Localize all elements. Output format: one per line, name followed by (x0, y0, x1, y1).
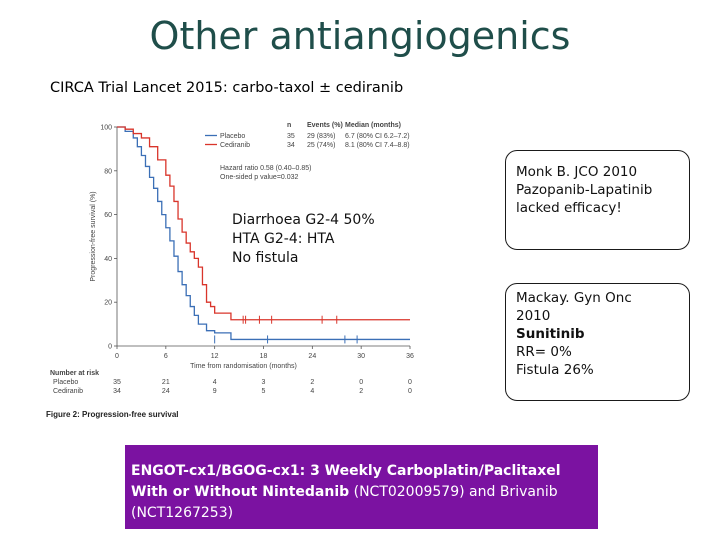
x-tick-label: 18 (260, 353, 268, 360)
number-at-risk-label: Number at risk (50, 370, 99, 377)
risk-row-label: Placebo (53, 379, 78, 386)
toxicity-line-1: Diarrhoea G2-4 50% (232, 212, 375, 228)
toxicity-line-3: No fistula (232, 250, 299, 266)
mackay-line-2: 2010 (516, 308, 551, 324)
y-tick-label: 20 (104, 300, 112, 307)
y-tick-label: 100 (100, 125, 112, 132)
legend-median: 8.1 (80% CI 7.4–8.8) (345, 142, 410, 149)
x-tick-label: 30 (357, 353, 365, 360)
p-value: One-sided p value=0.032 (220, 174, 299, 181)
slide-title: Other antiangiogenics (149, 14, 571, 58)
legend-label: Placebo (220, 133, 245, 140)
x-axis-label: Time from randomisation (months) (190, 363, 297, 370)
y-tick-label: 40 (104, 256, 112, 263)
toxicity-line-2: HTA G2-4: HTA (232, 231, 335, 247)
monk-callout: Monk B. JCO 2010 Pazopanib-Lapatinib lac… (505, 150, 690, 250)
y-tick-label: 60 (104, 212, 112, 219)
x-tick-label: 6 (164, 353, 168, 360)
engot-banner: ENGOT-cx1/BGOG-cx1: 3 Weekly Carboplatin… (125, 445, 598, 529)
risk-count: 0 (408, 379, 412, 386)
engot-banner-bold: ENGOT-cx1/BGOG-cx1: 3 Weekly Carboplatin… (131, 463, 561, 500)
risk-count: 21 (162, 379, 170, 386)
toxicity-note: Diarrhoea G2-4 50% HTA G2-4: HTA No fist… (232, 211, 375, 268)
x-tick-label: 12 (211, 353, 219, 360)
monk-line-2: Pazopanib-Lapatinib (516, 182, 653, 198)
legend-median: 6.7 (80% CI 6.2–7.2) (345, 133, 410, 140)
x-tick-label: 0 (115, 353, 119, 360)
risk-count: 3 (262, 379, 266, 386)
x-tick-label: 36 (406, 353, 414, 360)
slide-subtitle: CIRCA Trial Lancet 2015: carbo-taxol ± c… (50, 80, 404, 96)
risk-count: 9 (213, 388, 217, 395)
mackay-line-5: Fistula 26% (516, 362, 594, 378)
risk-count: 4 (310, 388, 314, 395)
risk-count: 2 (310, 379, 314, 386)
legend-n: 34 (287, 142, 295, 149)
risk-row-label: Cediranib (53, 388, 83, 395)
hazard-ratio: Hazard ratio 0.58 (0.40–0.85) (220, 165, 311, 172)
legend-label: Cediranib (220, 142, 250, 149)
legend-header: Events (%) (307, 122, 343, 129)
y-tick-label: 0 (108, 344, 112, 351)
risk-count: 35 (113, 379, 121, 386)
risk-count: 5 (262, 388, 266, 395)
y-axis-label: Progression-free survival (%) (90, 191, 97, 281)
risk-count: 4 (213, 379, 217, 386)
placebo-curve (117, 126, 410, 341)
x-tick-label: 24 (308, 353, 316, 360)
cediranib-curve (117, 126, 410, 321)
mackay-line-1: Mackay. Gyn Onc (516, 290, 632, 306)
risk-count: 0 (359, 379, 363, 386)
km-figure: 0 20 40 60 80 100 0 6 12 18 24 30 36 Time from random… (45, 115, 423, 415)
legend-n: 35 (287, 133, 295, 140)
mackay-line-3: Sunitinib (516, 326, 585, 342)
legend-header: Median (months) (345, 122, 401, 129)
risk-count: 34 (113, 388, 121, 395)
risk-count: 2 (359, 388, 363, 395)
y-tick-label: 80 (104, 168, 112, 175)
engot-banner-rest: (NCT02009579) and Brivanib (NCT1267253) (131, 484, 558, 521)
monk-line-1: Monk B. JCO 2010 (516, 164, 638, 180)
risk-count: 0 (408, 388, 412, 395)
figure-caption: Figure 2: Progression-free survival (46, 410, 179, 419)
legend-events: 25 (74%) (307, 142, 335, 149)
legend-events: 29 (83%) (307, 133, 335, 140)
mackay-line-4: RR= 0% (516, 344, 572, 360)
mackay-callout: Mackay. Gyn Onc 2010 Sunitinib RR= 0% Fi… (505, 283, 690, 401)
monk-line-3: lacked efficacy! (516, 200, 622, 216)
legend-header: n (287, 122, 291, 129)
risk-count: 24 (162, 388, 170, 395)
